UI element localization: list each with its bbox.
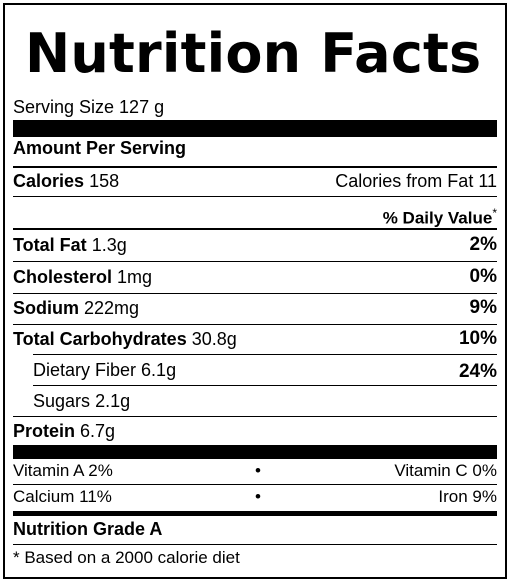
nutrient-amount: 1.3g: [91, 235, 127, 255]
vitamin-left: Calcium 11%: [13, 487, 112, 506]
vitamin-right: Vitamin C 0%: [394, 461, 497, 480]
vitamin-left: Vitamin A 2%: [13, 461, 113, 480]
nutrient-label: Sodium: [13, 298, 79, 318]
nutrition-facts-label: Nutrition Facts Serving Size 127 g Amoun…: [3, 3, 507, 579]
divider: [13, 324, 497, 325]
nutrition-grade: Nutrition Grade A: [13, 519, 163, 539]
vitamin-row: Calcium 11% • Iron 9%: [13, 484, 497, 510]
calories-value: 158: [89, 171, 120, 191]
calories-label: Calories: [13, 171, 85, 191]
nutrient-amount: 6.7g: [80, 421, 116, 441]
nutrient-row-total-carbohydrates: Total Carbohydrates 30.8g 10%: [13, 324, 497, 354]
nutrient-row-sugars: Sugars 2.1g: [33, 386, 497, 416]
nutrient-label: Protein: [13, 421, 76, 441]
divider: [13, 293, 497, 294]
amount-per-serving: Amount Per Serving: [13, 138, 187, 158]
calories-from-fat: Calories from Fat 11: [335, 171, 497, 191]
label-title: Nutrition Facts: [25, 22, 482, 85]
divider: [33, 385, 497, 386]
nutrient-label: Dietary Fiber: [33, 360, 137, 380]
thick-divider: [13, 511, 497, 516]
nutrient-label: Cholesterol: [13, 267, 113, 287]
nutrient-amount: 1mg: [117, 267, 153, 287]
nutrient-amount: 6.1g: [141, 360, 177, 380]
nutrient-daily-value: 24%: [458, 361, 497, 382]
divider: [13, 196, 497, 197]
serving-size: Serving Size 127 g: [13, 97, 165, 117]
footnote: * Based on a 2000 calorie diet: [13, 548, 240, 567]
divider: [13, 228, 497, 230]
calories-row: Calories 158 Calories from Fat 11: [13, 166, 497, 196]
divider: [13, 261, 497, 262]
bullet-separator: •: [255, 487, 261, 506]
nutrient-daily-value: 10%: [458, 328, 497, 349]
vitamin-right: Iron 9%: [438, 487, 497, 506]
nutrient-daily-value: 2%: [469, 234, 497, 255]
nutrient-daily-value: 9%: [469, 297, 497, 318]
nutrient-label: Total Carbohydrates: [13, 329, 187, 349]
divider: [33, 354, 497, 355]
divider: [13, 544, 497, 545]
nutrient-label: Total Fat: [13, 235, 87, 255]
nutrient-label: Sugars: [33, 391, 91, 411]
vitamin-row: Vitamin A 2% • Vitamin C 0%: [13, 458, 497, 484]
daily-value-header-row: % Daily Value*: [13, 198, 497, 228]
nutrient-row-dietary-fiber: Dietary Fiber 6.1g 24%: [33, 355, 497, 385]
nutrient-amount: 30.8g: [191, 329, 237, 349]
nutrient-row-total-fat: Total Fat 1.3g 2%: [13, 230, 497, 260]
thick-divider: [13, 120, 497, 137]
divider: [13, 484, 497, 485]
nutrient-amount: 222mg: [84, 298, 140, 318]
divider: [13, 166, 497, 168]
bullet-separator: •: [255, 461, 261, 480]
divider: [13, 416, 497, 417]
nutrient-row-protein: Protein 6.7g: [13, 416, 497, 446]
nutrient-row-sodium: Sodium 222mg 9%: [13, 293, 497, 323]
daily-value-header: % Daily Value*: [382, 206, 497, 228]
nutrient-amount: 2.1g: [95, 391, 131, 411]
nutrient-row-cholesterol: Cholesterol 1mg 0%: [13, 262, 497, 292]
thick-divider: [13, 445, 497, 459]
nutrient-daily-value: 0%: [469, 266, 497, 287]
